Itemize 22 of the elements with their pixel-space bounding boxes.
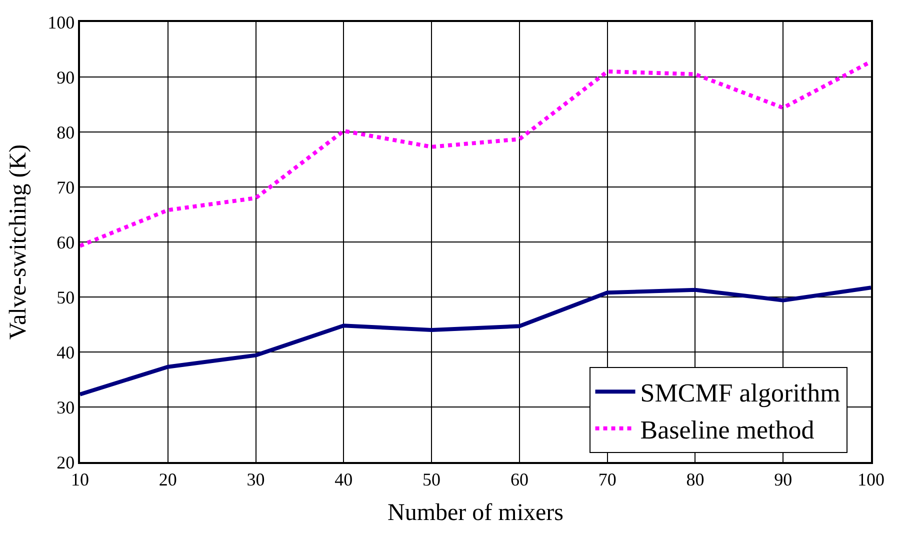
x-tick-label: 50 [422,469,441,490]
line-series [80,60,871,248]
y-tick-label: 30 [56,397,75,418]
y-tick-label: 50 [56,287,75,308]
y-axis-title: Valve-switching (K) [5,144,32,340]
x-tick-label: 20 [158,469,177,490]
x-axis-title: Number of mixers [388,500,564,526]
y-tick-label: 60 [56,232,75,252]
x-tick-label: 90 [774,469,792,490]
y-tick-label: 80 [56,122,75,142]
x-tick-label: 80 [686,469,704,490]
x-tick-label: 70 [598,469,616,490]
y-tick-label: 70 [56,177,75,198]
x-tick-label: 30 [246,469,265,490]
y-tick-label: 90 [56,67,75,88]
legend-label: Baseline method [640,416,814,445]
x-tick-label: 100 [858,469,884,490]
y-tick-label: 100 [48,12,75,32]
x-tick-label: 60 [510,469,528,490]
x-tick-label: 40 [334,469,353,490]
legend-label: SMCMF algorithm [640,378,840,408]
y-tick-label: 40 [56,342,75,362]
